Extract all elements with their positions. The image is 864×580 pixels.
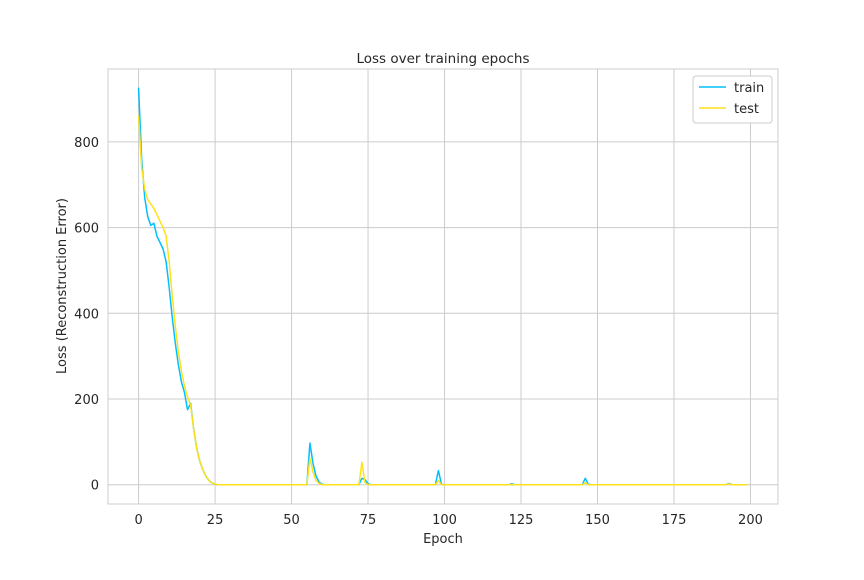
x-axis-label: Epoch <box>423 532 463 547</box>
legend-label-test: test <box>734 102 759 117</box>
x-tick-labels: 0 25 50 75 100 125 150 175 200 <box>134 513 762 528</box>
x-tick-label: 25 <box>207 513 224 528</box>
x-tick-label: 150 <box>585 513 610 528</box>
y-tick-label: 400 <box>74 307 99 322</box>
x-tick-label: 0 <box>134 513 142 528</box>
legend: train test <box>692 75 773 124</box>
x-tick-label: 175 <box>662 513 687 528</box>
y-axis-label: Loss (Reconstruction Error) <box>55 198 70 374</box>
y-tick-label: 800 <box>74 136 99 151</box>
x-tick-label: 100 <box>432 513 457 528</box>
series-layer <box>137 87 749 486</box>
y-tick-label: 200 <box>74 393 99 408</box>
chart-title: Loss over training epochs <box>356 51 529 67</box>
y-tick-label: 600 <box>74 222 99 237</box>
x-tick-label: 50 <box>283 513 300 528</box>
plot-area <box>108 69 778 504</box>
plot-frame <box>107 68 779 505</box>
y-tick-labels: 0 200 400 600 800 <box>74 136 99 494</box>
series-line-test <box>137 115 749 486</box>
legend-label-train: train <box>734 81 764 96</box>
x-tick-label: 75 <box>360 513 377 528</box>
y-tick-label: 0 <box>91 479 99 494</box>
x-tick-label: 125 <box>509 513 534 528</box>
x-tick-label: 200 <box>738 513 763 528</box>
